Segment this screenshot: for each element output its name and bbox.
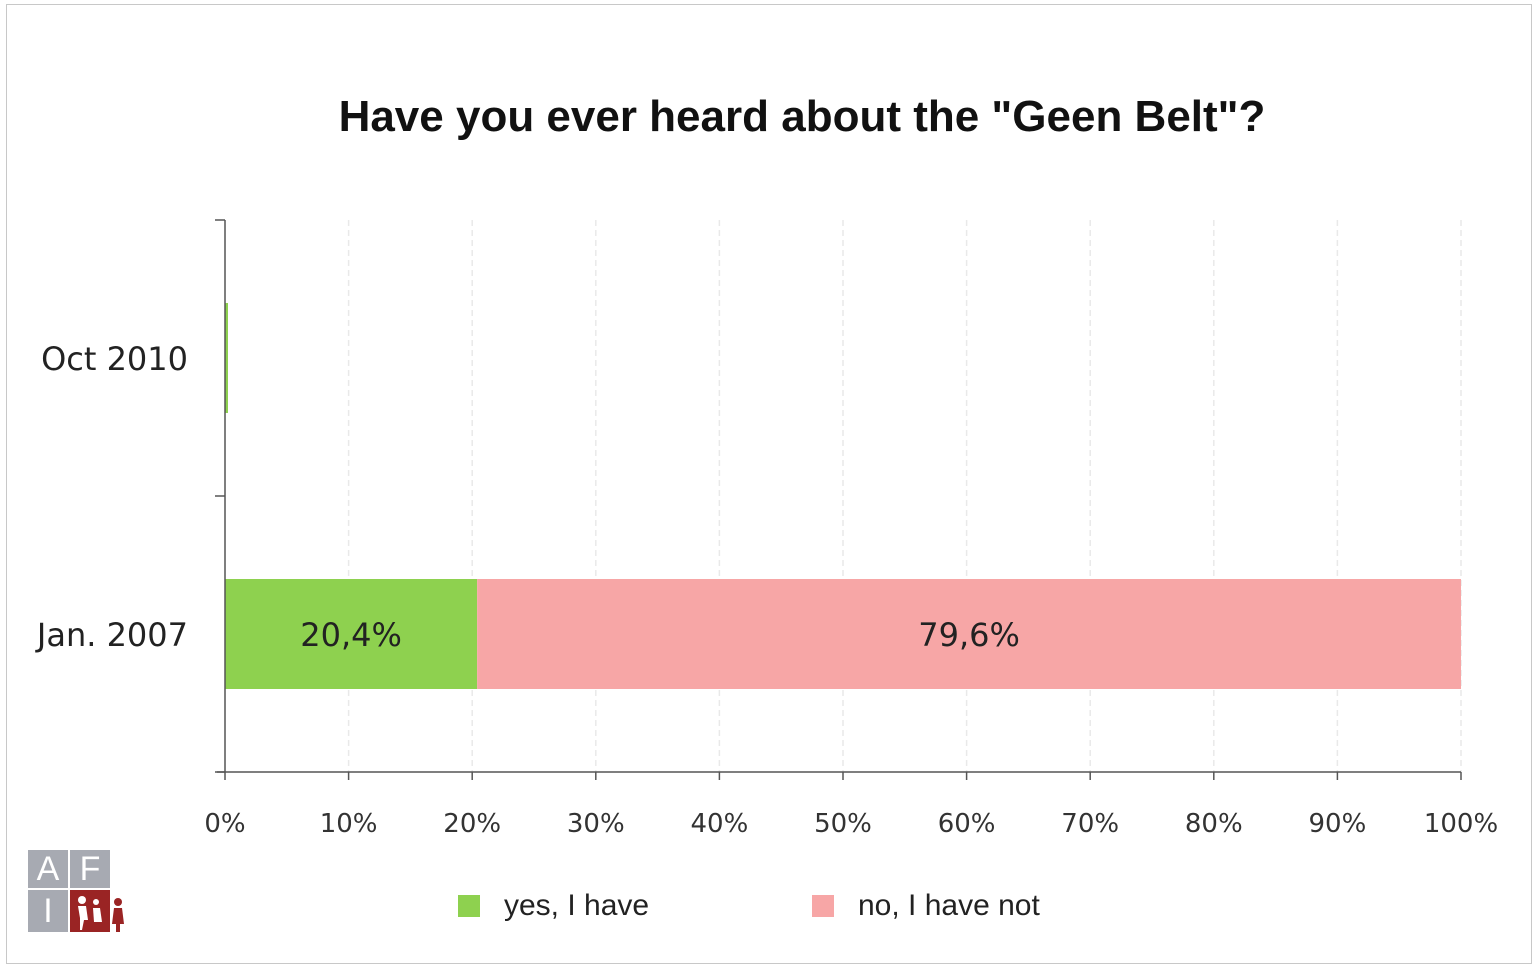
legend-item-yes: yes, I have [458,884,649,928]
gridlines [347,220,1462,772]
bar-1-1 [477,579,1461,689]
bars [225,303,1461,689]
x-tick-labels: 0% 10% 20% 30% 40% 50% 60% 70% 80% 90% 100% [204,809,1498,839]
x-tick-label: 100% [1424,809,1498,839]
bar-label: 20,4% [300,616,402,654]
x-tick-label: 30% [567,809,625,839]
x-tick-label: 70% [1061,809,1119,839]
axes [215,219,1462,780]
logo-letter-i: I [28,890,68,932]
x-tick-label: 50% [814,809,872,839]
chart-title: Have you ever heard about the "Geen Belt… [338,92,1266,141]
bar-0-1 [225,579,478,689]
x-tick-label: 60% [938,809,996,839]
bar-label: 79,6% [918,616,1020,654]
y-category-label: Jan. 2007 [35,616,188,654]
bar-labels: 20,4% 79,6% [300,616,1020,654]
legend-label-yes: yes, I have [504,889,650,922]
logo-letter-a: A [28,850,68,888]
y-tick-labels: Oct 2010 Jan. 2007 [35,340,188,654]
legend-item-no: no, I have not [812,884,1040,928]
x-tick-label: 20% [443,809,501,839]
x-tick-label: 0% [204,809,245,839]
y-category-label: Oct 2010 [41,340,188,378]
legend-swatch-no [812,895,834,917]
x-tick-label: 80% [1185,809,1243,839]
legend-swatch-yes [458,895,480,917]
legend-label-no: no, I have not [858,889,1040,922]
x-tick-label: 90% [1309,809,1367,839]
bar-zero-0 [225,303,228,413]
logo-figure-icon [70,890,124,932]
x-tick-label: 10% [320,809,378,839]
logo-letter-f: F [70,850,110,888]
x-tick-label: 40% [691,809,749,839]
afi-logo: A F I [28,850,128,942]
